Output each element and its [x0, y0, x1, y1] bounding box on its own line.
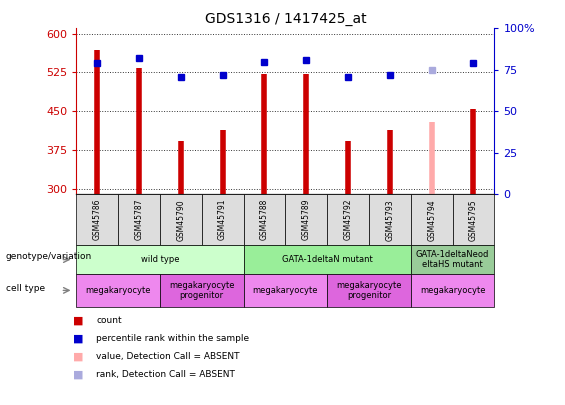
Title: GDS1316 / 1417425_at: GDS1316 / 1417425_at	[205, 12, 366, 26]
Text: GATA-1deltaN mutant: GATA-1deltaN mutant	[282, 255, 372, 264]
Text: GSM45795: GSM45795	[469, 199, 478, 241]
Text: GSM45787: GSM45787	[134, 199, 144, 241]
Text: megakaryocyte
progenitor: megakaryocyte progenitor	[336, 281, 402, 300]
Text: genotype/variation: genotype/variation	[6, 252, 92, 261]
Text: GSM45786: GSM45786	[93, 199, 102, 241]
Text: GSM45789: GSM45789	[302, 199, 311, 241]
Text: ■: ■	[73, 316, 84, 326]
Text: GSM45792: GSM45792	[344, 199, 353, 241]
Text: megakaryocyte: megakaryocyte	[420, 286, 485, 295]
Text: ■: ■	[73, 352, 84, 361]
Text: GSM45793: GSM45793	[385, 199, 394, 241]
Text: GSM45788: GSM45788	[260, 199, 269, 241]
Text: wild type: wild type	[141, 255, 179, 264]
Text: megakaryocyte: megakaryocyte	[253, 286, 318, 295]
Text: GSM45794: GSM45794	[427, 199, 436, 241]
Text: ■: ■	[73, 369, 84, 379]
Text: GATA-1deltaNeod
eltaHS mutant: GATA-1deltaNeod eltaHS mutant	[416, 250, 489, 269]
Text: GSM45791: GSM45791	[218, 199, 227, 241]
Text: count: count	[96, 316, 121, 325]
Text: megakaryocyte
progenitor: megakaryocyte progenitor	[169, 281, 234, 300]
Text: cell type: cell type	[6, 284, 45, 293]
Text: ■: ■	[73, 334, 84, 343]
Text: percentile rank within the sample: percentile rank within the sample	[96, 334, 249, 343]
Text: GSM45790: GSM45790	[176, 199, 185, 241]
Text: value, Detection Call = ABSENT: value, Detection Call = ABSENT	[96, 352, 240, 361]
Text: megakaryocyte: megakaryocyte	[85, 286, 151, 295]
Text: rank, Detection Call = ABSENT: rank, Detection Call = ABSENT	[96, 370, 235, 379]
